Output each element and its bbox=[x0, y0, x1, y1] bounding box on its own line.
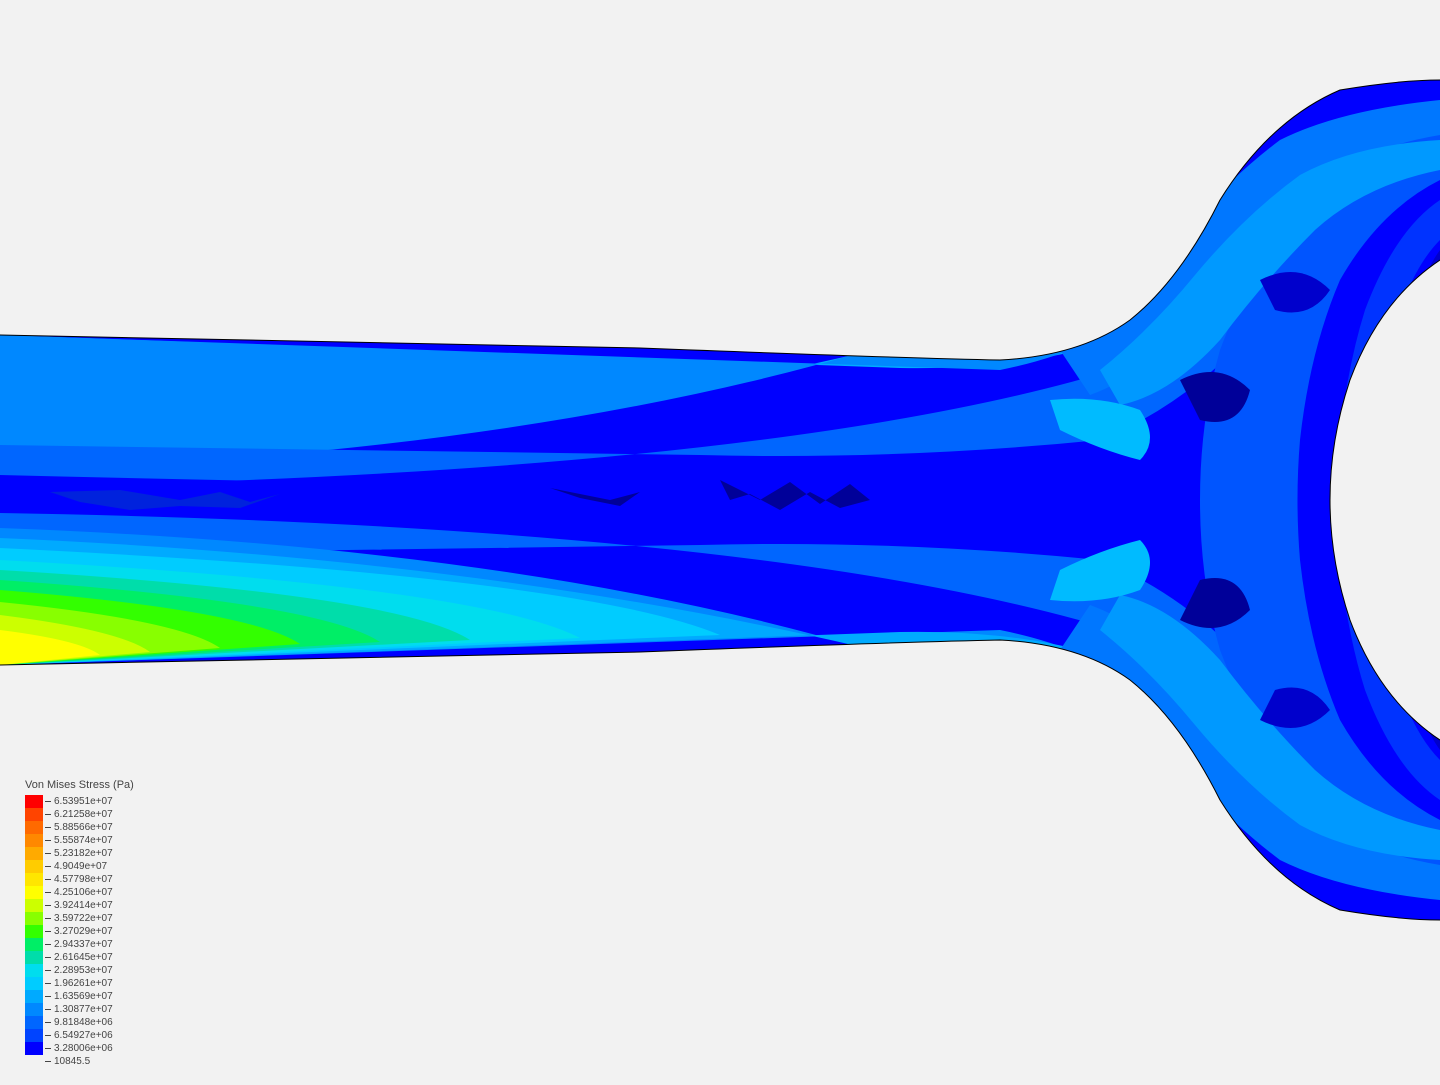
contour-svg bbox=[0, 0, 1440, 1080]
legend-tick bbox=[45, 905, 51, 906]
legend-label: 5.88566e+07 bbox=[45, 821, 113, 834]
legend-color-segment bbox=[25, 795, 43, 808]
legend-label: 6.53951e+07 bbox=[45, 795, 113, 808]
legend-value: 6.54927e+06 bbox=[54, 1029, 113, 1042]
legend-label: 4.9049e+07 bbox=[45, 860, 113, 873]
legend-value: 2.61645e+07 bbox=[54, 951, 113, 964]
legend-tick bbox=[45, 918, 51, 919]
legend-label: 1.30877e+07 bbox=[45, 1003, 113, 1016]
legend-color-segment bbox=[25, 964, 43, 977]
legend-label: 3.92414e+07 bbox=[45, 899, 113, 912]
legend-tick bbox=[45, 931, 51, 932]
legend-tick bbox=[45, 1048, 51, 1049]
legend-value: 4.25106e+07 bbox=[54, 886, 113, 899]
legend-tick bbox=[45, 1022, 51, 1023]
legend-value: 3.59722e+07 bbox=[54, 912, 113, 925]
legend-value: 1.96261e+07 bbox=[54, 977, 113, 990]
legend-colorbar bbox=[25, 795, 43, 1055]
legend-label: 2.61645e+07 bbox=[45, 951, 113, 964]
legend-labels: 6.53951e+076.21258e+075.88566e+075.55874… bbox=[45, 795, 113, 1055]
legend-tick bbox=[45, 866, 51, 867]
legend-value: 1.30877e+07 bbox=[54, 1003, 113, 1016]
stress-visualization bbox=[0, 0, 1440, 1080]
legend-color-segment bbox=[25, 860, 43, 873]
legend-value: 6.53951e+07 bbox=[54, 795, 113, 808]
legend-tick bbox=[45, 983, 51, 984]
legend-value: 1.63569e+07 bbox=[54, 990, 113, 1003]
legend-tick bbox=[45, 1035, 51, 1036]
legend-tick bbox=[45, 996, 51, 997]
legend-label: 3.27029e+07 bbox=[45, 925, 113, 938]
legend-color-segment bbox=[25, 821, 43, 834]
legend-color-segment bbox=[25, 873, 43, 886]
legend-label: 10845.5 bbox=[45, 1055, 113, 1068]
legend-tick bbox=[45, 970, 51, 971]
legend-label: 4.25106e+07 bbox=[45, 886, 113, 899]
legend-tick bbox=[45, 1009, 51, 1010]
legend-tick bbox=[45, 853, 51, 854]
legend-tick bbox=[45, 827, 51, 828]
legend-tick bbox=[45, 1061, 51, 1062]
legend-value: 10845.5 bbox=[54, 1055, 90, 1068]
legend-color-segment bbox=[25, 1003, 43, 1016]
legend-color-segment bbox=[25, 938, 43, 951]
legend-value: 2.94337e+07 bbox=[54, 938, 113, 951]
legend-color-segment bbox=[25, 808, 43, 821]
legend-color-segment bbox=[25, 977, 43, 990]
legend-label: 3.59722e+07 bbox=[45, 912, 113, 925]
legend-label: 1.96261e+07 bbox=[45, 977, 113, 990]
legend-value: 2.28953e+07 bbox=[54, 964, 113, 977]
legend-value: 5.88566e+07 bbox=[54, 821, 113, 834]
legend-tick bbox=[45, 944, 51, 945]
legend-title: Von Mises Stress (Pa) bbox=[25, 779, 134, 791]
legend-value: 5.23182e+07 bbox=[54, 847, 113, 860]
legend-label: 5.23182e+07 bbox=[45, 847, 113, 860]
legend-value: 3.27029e+07 bbox=[54, 925, 113, 938]
legend-value: 9.81848e+06 bbox=[54, 1016, 113, 1029]
legend-color-segment bbox=[25, 912, 43, 925]
legend-value: 3.92414e+07 bbox=[54, 899, 113, 912]
legend-value: 6.21258e+07 bbox=[54, 808, 113, 821]
legend-label: 6.54927e+06 bbox=[45, 1029, 113, 1042]
legend-tick bbox=[45, 957, 51, 958]
legend-value: 5.55874e+07 bbox=[54, 834, 113, 847]
legend-label: 5.55874e+07 bbox=[45, 834, 113, 847]
legend-color-segment bbox=[25, 990, 43, 1003]
legend-value: 4.57798e+07 bbox=[54, 873, 113, 886]
legend-tick bbox=[45, 814, 51, 815]
legend-label: 1.63569e+07 bbox=[45, 990, 113, 1003]
legend-label: 2.28953e+07 bbox=[45, 964, 113, 977]
legend-tick bbox=[45, 879, 51, 880]
legend-tick bbox=[45, 892, 51, 893]
color-legend: Von Mises Stress (Pa) 6.53951e+076.21258… bbox=[25, 779, 134, 1055]
legend-color-segment bbox=[25, 1016, 43, 1029]
legend-color-segment bbox=[25, 951, 43, 964]
legend-color-segment bbox=[25, 834, 43, 847]
legend-tick bbox=[45, 801, 51, 802]
legend-label: 4.57798e+07 bbox=[45, 873, 113, 886]
legend-color-segment bbox=[25, 1042, 43, 1055]
legend-label: 9.81848e+06 bbox=[45, 1016, 113, 1029]
legend-label: 3.28006e+06 bbox=[45, 1042, 113, 1055]
legend-tick bbox=[45, 840, 51, 841]
legend-color-segment bbox=[25, 886, 43, 899]
legend-value: 3.28006e+06 bbox=[54, 1042, 113, 1055]
legend-color-segment bbox=[25, 847, 43, 860]
legend-label: 6.21258e+07 bbox=[45, 808, 113, 821]
legend-value: 4.9049e+07 bbox=[54, 860, 107, 873]
legend-color-segment bbox=[25, 899, 43, 912]
legend-color-segment bbox=[25, 1029, 43, 1042]
legend-color-segment bbox=[25, 925, 43, 938]
legend-body: 6.53951e+076.21258e+075.88566e+075.55874… bbox=[25, 795, 134, 1055]
legend-label: 2.94337e+07 bbox=[45, 938, 113, 951]
